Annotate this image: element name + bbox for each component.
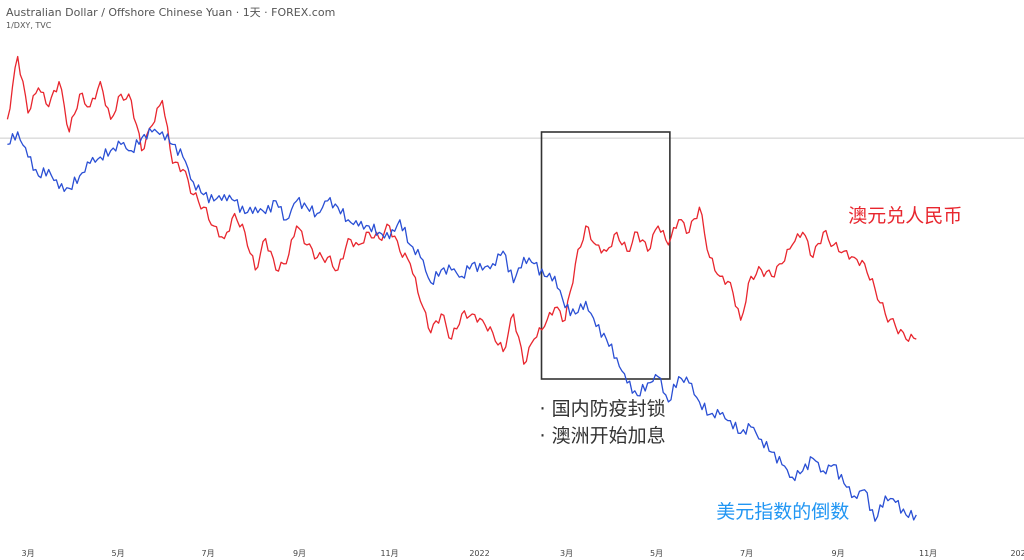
chart-header-subtitle: 1/DXY, TVC — [6, 21, 52, 30]
series-line-inverse-dxy — [7, 127, 917, 522]
x-tick-label: 7月 — [201, 549, 214, 558]
chart-header-title: Australian Dollar / Offshore Chinese Yua… — [6, 6, 336, 19]
series-line-aud-cnh — [6, 55, 917, 365]
x-tick-label: 11月 — [380, 549, 398, 558]
x-tick-label: 9月 — [293, 549, 306, 558]
annotation-line-rate-hike: · 澳洲开始加息 — [539, 425, 666, 447]
x-tick-label: 5月 — [650, 549, 663, 558]
highlight-box — [540, 131, 671, 380]
series-label-aud-cnh: 澳元兑人民币 — [848, 205, 963, 228]
series-layer — [6, 55, 917, 522]
x-tick-label: 9月 — [832, 549, 845, 558]
x-axis: 3月 5月 7月 9月 11月 2022 3月 5月 7月 9月 11月 202 — [21, 549, 1024, 558]
highlight-box-layer — [540, 131, 671, 380]
x-tick-label: 3月 — [21, 549, 34, 558]
x-tick-label: 5月 — [111, 549, 124, 558]
series-label-inverse-dxy: 美元指数的倒数 — [716, 500, 850, 523]
x-tick-label: 7月 — [740, 549, 753, 558]
annotation-line-lockdown: · 国内防疫封锁 — [539, 398, 666, 420]
x-tick-label: 11月 — [919, 549, 937, 558]
x-tick-label: 3月 — [560, 549, 573, 558]
x-tick-label: 202 — [1010, 549, 1024, 558]
x-tick-label: 2022 — [469, 549, 489, 558]
